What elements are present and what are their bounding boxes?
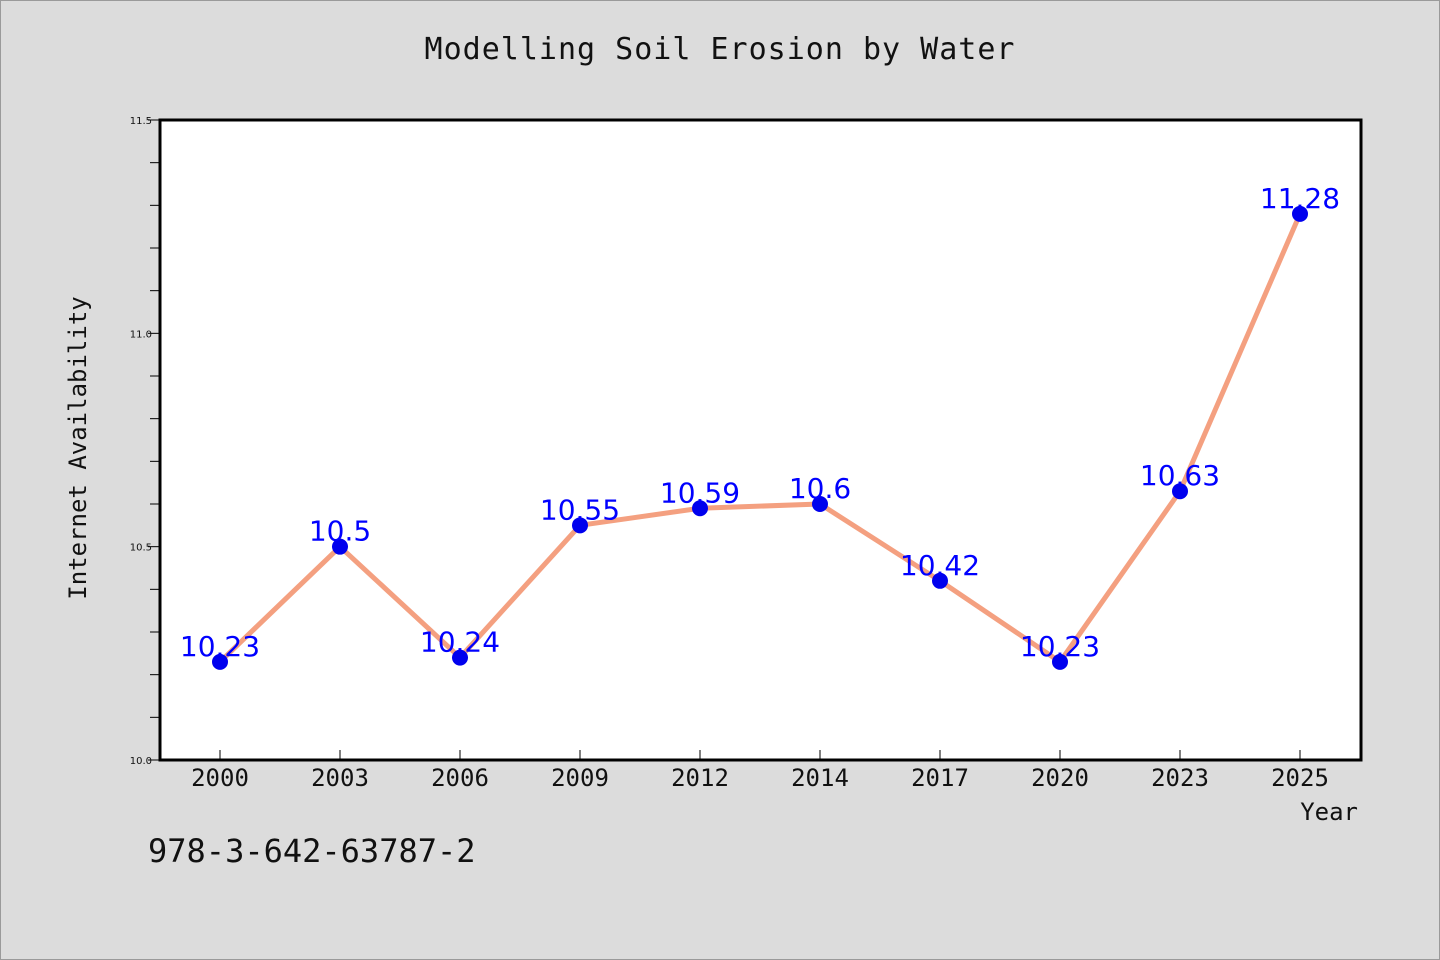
data-label: 10.5: [309, 515, 371, 548]
data-point: [692, 500, 708, 517]
y-axis: 10.0 10.5 11.0 11.5: [130, 116, 160, 767]
data-point: [1172, 483, 1188, 500]
x-tick-label: 2017: [911, 764, 969, 792]
isbn-text: 978-3-642-63787-2: [148, 832, 476, 870]
data-label: 10.6: [789, 472, 851, 505]
data-label: 10.24: [420, 626, 500, 659]
y-tick-label: 11.0: [130, 329, 152, 340]
series-line-group: 10.23 10.5 10.24 10.55 10.59 10.6 10.42 10.23 10…: [180, 182, 1340, 670]
data-point: [212, 653, 228, 670]
data-label: 10.23: [180, 630, 260, 663]
data-label: 10.42: [900, 549, 980, 582]
series-line: [217, 211, 1303, 665]
data-label: 10.63: [1140, 459, 1220, 492]
y-tick-label: 10.0: [130, 756, 152, 767]
data-label: 10.59: [660, 476, 740, 509]
x-tick-label: 2006: [431, 764, 489, 792]
x-tick-label: 2000: [191, 764, 249, 792]
x-axis-label: Year: [1300, 798, 1358, 826]
x-tick-label: 2025: [1271, 764, 1329, 792]
y-tick-label: 10.5: [130, 543, 152, 554]
chart-title: Modelling Soil Erosion by Water: [424, 32, 1016, 67]
x-tick-label: 2023: [1151, 764, 1209, 792]
data-label: 10.55: [540, 493, 620, 526]
data-point: [332, 538, 348, 555]
data-point: [812, 496, 828, 512]
data-point: [572, 517, 588, 534]
x-tick-label: 2009: [551, 764, 609, 792]
plot-area: [158, 118, 1363, 762]
y-tick-label: 11.5: [130, 116, 152, 127]
x-tick-label: 2014: [791, 764, 849, 792]
data-point: [1052, 653, 1068, 670]
y-axis-label: Internet Availability: [64, 296, 92, 599]
data-point: [1292, 205, 1308, 222]
data-point: [452, 649, 468, 666]
x-tick-label: 2012: [671, 764, 729, 792]
x-tick-label: 2003: [311, 764, 369, 792]
x-tick-label: 2020: [1031, 764, 1089, 792]
data-point: [932, 572, 948, 589]
data-label: 11.28: [1260, 182, 1340, 215]
data-label: 10.23: [1020, 630, 1100, 663]
x-axis: 2000 2003 2006 2009 2012 2014 2017 2020 2023 2025: [191, 750, 1329, 792]
